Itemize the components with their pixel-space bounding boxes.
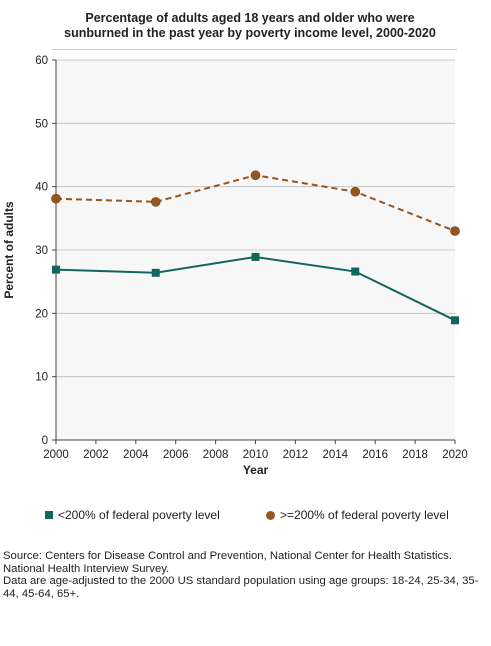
y-tick-label: 0 xyxy=(42,435,48,447)
y-tick-label: 10 xyxy=(35,372,48,384)
x-tick-label: 2006 xyxy=(163,449,189,461)
y-axis-label: Percent of adults xyxy=(2,201,16,299)
legend-square-marker-icon xyxy=(45,511,53,519)
x-tick-label: 2008 xyxy=(203,449,229,461)
x-axis-label: Year xyxy=(243,463,269,477)
data-point-circle[interactable] xyxy=(250,170,261,181)
title-divider xyxy=(52,49,457,50)
x-tick-label: 2004 xyxy=(123,449,149,461)
chart-title-line-1: Percentage of adults aged 18 years and o… xyxy=(85,11,415,25)
data-point-square[interactable] xyxy=(251,252,260,261)
x-tick-label: 2018 xyxy=(402,449,428,461)
line-chart: 0 10 20 30 40 50 60 2000 2002 2004 2006 2008 2010 201… xyxy=(2,55,468,477)
x-tick-label: 2012 xyxy=(283,449,309,461)
axes: 0 10 20 30 40 50 60 2000 2002 2004 2006 2008 2010 201… xyxy=(35,55,468,461)
x-tick-label: 2000 xyxy=(43,449,69,461)
data-point-circle[interactable] xyxy=(350,186,361,197)
data-point-circle[interactable] xyxy=(51,193,61,204)
chart-title-line-2: sunburned in the past year by poverty in… xyxy=(64,26,436,40)
y-tick-label: 30 xyxy=(35,245,48,257)
y-tick-label: 60 xyxy=(35,55,48,67)
chart-title: Percentage of adults aged 18 years and o… xyxy=(40,11,460,41)
x-tick-label: 2002 xyxy=(83,449,109,461)
legend-circle-marker-icon xyxy=(266,510,275,520)
legend-label-below-200: <200% of federal poverty level xyxy=(58,508,220,522)
gridlines xyxy=(56,59,455,378)
source-note: Source: Centers for Disease Control and … xyxy=(3,550,489,600)
data-point-square[interactable] xyxy=(451,316,459,325)
y-tick-label: 20 xyxy=(35,308,48,320)
x-tick-label: 2010 xyxy=(243,449,269,461)
data-point-square[interactable] xyxy=(151,268,160,277)
x-tick-label: 2016 xyxy=(362,449,388,461)
legend-item-above-200[interactable]: >=200% of federal poverty level xyxy=(265,508,449,522)
x-tick-label: 2014 xyxy=(323,449,349,461)
source-line-1: Source: Centers for Disease Control and … xyxy=(3,550,452,575)
series-group xyxy=(51,170,460,325)
data-point-circle[interactable] xyxy=(150,197,161,207)
y-tick-label: 50 xyxy=(35,118,48,130)
y-tick-label: 40 xyxy=(35,182,48,194)
legend-item-below-200[interactable]: <200% of federal poverty level xyxy=(44,508,220,522)
legend-label-above-200: >=200% of federal poverty level xyxy=(280,508,449,522)
x-tick-label: 2020 xyxy=(442,449,468,461)
data-point-circle[interactable] xyxy=(450,226,460,236)
data-point-square[interactable] xyxy=(351,267,360,276)
data-point-square[interactable] xyxy=(52,265,60,274)
source-line-2: Data are age-adjusted to the 2000 US sta… xyxy=(3,575,479,600)
